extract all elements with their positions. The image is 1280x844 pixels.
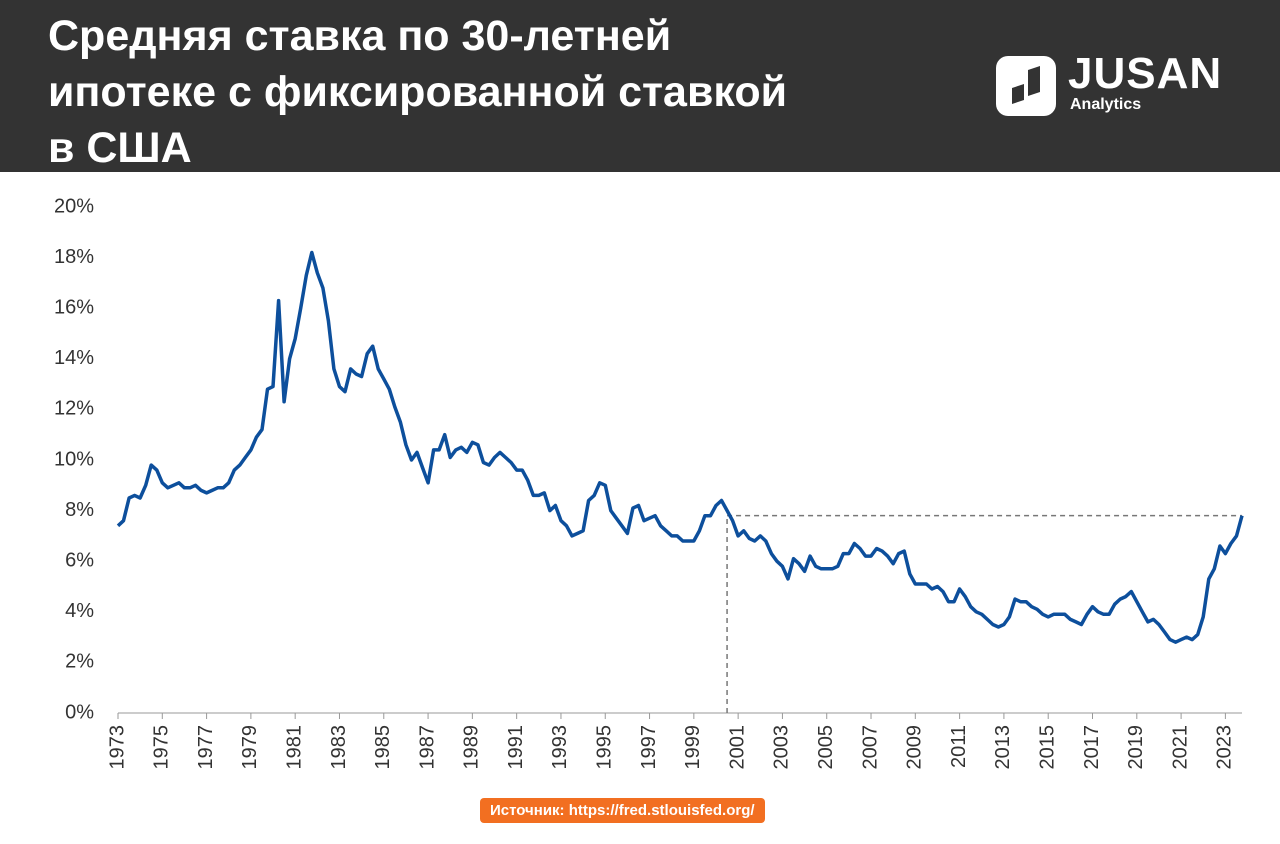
x-tick-label: 1999: [682, 725, 704, 770]
x-tick-label: 2003: [771, 725, 793, 770]
x-tick-label: 2005: [815, 725, 837, 770]
x-tick-label: 1995: [594, 725, 616, 770]
x-tick-label: 2007: [859, 725, 881, 770]
header-bar: [0, 0, 1280, 172]
x-tick-label: 1977: [195, 725, 217, 770]
y-tick-label: 10%: [54, 448, 94, 470]
y-tick-label: 16%: [54, 296, 94, 318]
x-tick-label: 1975: [151, 725, 173, 770]
x-tick-label: 2019: [1125, 725, 1147, 770]
chart-title: Средняя ставка по 30-летней ипотеке с фи…: [48, 12, 788, 172]
x-tick-label: 2013: [992, 725, 1014, 770]
x-tick-label: 1979: [239, 725, 261, 770]
y-tick-label: 12%: [54, 398, 94, 420]
brand: JUSAN: [1068, 49, 1223, 98]
x-tick-label: 1985: [372, 725, 394, 770]
x-tick-label: 2015: [1036, 725, 1058, 770]
x-tick-label: 2001: [726, 725, 748, 770]
x-tick-label: 2021: [1169, 725, 1191, 770]
y-tick-label: 2%: [65, 651, 94, 673]
x-tick-label: 2011: [948, 725, 970, 768]
brand-sub: Analytics: [1070, 96, 1142, 113]
y-tick-label: 14%: [54, 347, 94, 369]
x-tick-label: 1997: [638, 725, 660, 770]
x-tick-label: 1981: [283, 725, 305, 770]
logo-mark: [1012, 66, 1040, 104]
rate-line: [116, 250, 1244, 644]
x-tick-label: 2023: [1214, 725, 1236, 770]
x-tick-label: 1983: [328, 725, 350, 770]
x-tick-label: 1993: [549, 725, 571, 770]
logo: [996, 56, 1056, 116]
x-tick-label: 2009: [904, 725, 926, 770]
y-tick-label: 8%: [65, 499, 94, 521]
x-tick-label: 1987: [416, 725, 438, 770]
x-tick-label: 2017: [1081, 725, 1103, 770]
x-tick-label: 1991: [505, 725, 527, 770]
source: Источник: https://fred.stlouisfed.org/: [480, 798, 765, 823]
x-tick-label: 1973: [106, 725, 128, 770]
y-tick-label: 6%: [65, 549, 94, 571]
x-tick-label: 1989: [461, 725, 483, 770]
y-tick-label: 0%: [65, 701, 94, 723]
y-tick-label: 4%: [65, 600, 94, 622]
y-tick-label: 18%: [54, 246, 94, 268]
y-tick-label: 20%: [54, 195, 94, 217]
